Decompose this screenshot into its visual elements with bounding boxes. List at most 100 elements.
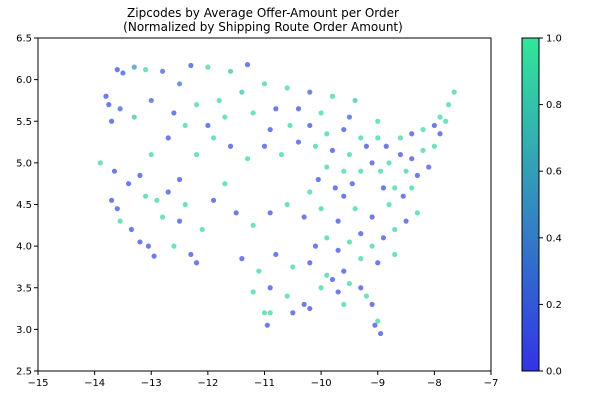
data-point xyxy=(301,301,307,307)
data-point xyxy=(171,110,177,116)
data-point xyxy=(420,147,426,153)
data-point xyxy=(341,168,347,174)
colorbar-axis: 0.0 0.2 0.4 0.6 0.8 1.0 xyxy=(539,34,562,378)
data-point xyxy=(278,151,285,158)
data-point xyxy=(216,97,222,104)
colorbar-tick-label: 0.4 xyxy=(546,233,562,244)
y-tick-label: 3.5 xyxy=(16,283,32,294)
data-point xyxy=(318,206,324,212)
data-point xyxy=(256,268,262,274)
x-tick-label: −14 xyxy=(84,378,105,389)
data-point xyxy=(267,310,273,316)
data-point xyxy=(324,131,330,137)
data-point xyxy=(222,114,228,120)
data-point xyxy=(443,118,449,124)
x-tick-label: −12 xyxy=(197,378,218,389)
data-point xyxy=(182,122,188,129)
data-point xyxy=(307,122,313,129)
data-point xyxy=(375,318,381,324)
data-point xyxy=(103,93,109,99)
data-point xyxy=(346,239,353,245)
data-point xyxy=(414,172,420,178)
data-point xyxy=(352,206,358,212)
colorbar-tick-label: 0.0 xyxy=(546,367,562,378)
data-point xyxy=(273,251,279,258)
data-point xyxy=(137,239,143,245)
data-point xyxy=(210,197,217,203)
data-point xyxy=(227,143,234,149)
data-point xyxy=(165,135,171,141)
data-point xyxy=(199,226,205,233)
data-point xyxy=(244,156,251,162)
data-point xyxy=(176,218,183,224)
data-point xyxy=(250,289,256,295)
colorbar-tick-label: 0.2 xyxy=(546,300,562,311)
data-point xyxy=(295,106,302,112)
data-point xyxy=(176,176,183,183)
y-tick-label: 3.0 xyxy=(16,325,32,336)
y-tick-label: 2.5 xyxy=(16,367,32,378)
data-point xyxy=(188,251,194,258)
data-point xyxy=(341,126,347,133)
data-point xyxy=(148,97,154,104)
data-point xyxy=(372,322,378,328)
colorbar-tick-label: 0.8 xyxy=(546,100,562,111)
data-point xyxy=(426,164,432,170)
data-point xyxy=(346,114,353,120)
data-point xyxy=(111,168,118,174)
data-point xyxy=(154,197,160,203)
x-tick-label: −7 xyxy=(484,378,499,389)
y-tick-label: 6.0 xyxy=(16,75,32,86)
data-point xyxy=(369,301,375,307)
data-point xyxy=(315,176,321,183)
data-point xyxy=(267,126,273,133)
y-axis: 2.5 3.0 3.5 4.0 4.5 5.0 5.5 6.0 6.5 xyxy=(16,34,38,378)
data-point xyxy=(106,102,112,108)
x-tick-label: −11 xyxy=(254,378,275,389)
data-point xyxy=(409,185,415,191)
data-point xyxy=(445,102,452,108)
data-point xyxy=(431,143,437,149)
data-point xyxy=(193,102,200,108)
data-point xyxy=(324,272,330,278)
data-point xyxy=(109,118,115,124)
chart-subtitle: (Normalized by Shipping Route Order Amou… xyxy=(123,20,403,34)
data-point xyxy=(307,89,313,95)
data-point xyxy=(222,181,228,187)
data-point xyxy=(375,118,381,124)
data-point xyxy=(363,293,370,299)
data-point xyxy=(267,285,273,291)
data-point xyxy=(284,85,290,91)
data-point xyxy=(290,310,296,316)
data-point xyxy=(380,235,387,241)
data-point xyxy=(341,268,347,274)
colorbar xyxy=(521,37,540,372)
data-point xyxy=(400,193,406,199)
data-point xyxy=(126,181,132,187)
data-point xyxy=(358,168,364,174)
data-point xyxy=(377,168,384,174)
data-point xyxy=(392,251,398,258)
data-point xyxy=(352,97,358,104)
data-point xyxy=(128,226,135,233)
y-tick-label: 4.5 xyxy=(16,200,32,211)
data-point xyxy=(397,151,403,158)
data-point xyxy=(290,264,296,270)
data-point xyxy=(159,214,166,220)
data-point xyxy=(397,135,403,141)
data-point xyxy=(358,231,364,237)
data-point xyxy=(414,210,420,216)
colorbar-tick-label: 0.6 xyxy=(546,167,562,178)
y-tick-label: 5.5 xyxy=(16,117,32,128)
x-tick-label: −9 xyxy=(370,378,385,389)
data-point xyxy=(358,285,364,291)
data-point xyxy=(120,70,126,76)
data-point xyxy=(142,67,149,73)
y-tick-label: 4.0 xyxy=(16,242,32,253)
data-point xyxy=(318,285,324,291)
plot-frame xyxy=(37,37,492,372)
data-point xyxy=(114,67,120,73)
data-point xyxy=(363,143,370,149)
data-point xyxy=(377,330,384,337)
